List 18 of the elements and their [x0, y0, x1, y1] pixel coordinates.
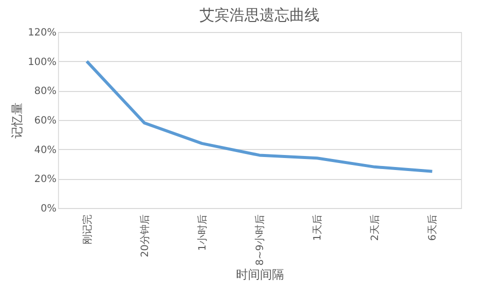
y-tick-label: 80%: [34, 86, 56, 98]
x-tick-label: 6天后: [426, 214, 439, 241]
x-tick-label: 8~9小时后: [254, 214, 266, 266]
x-tick-label: 20分钟后: [138, 214, 151, 258]
y-tick-label: 100%: [28, 56, 56, 68]
x-tick-label: 1小时后: [196, 214, 208, 251]
x-tick-label: 2天后: [369, 214, 382, 241]
chart-title: 艾宾浩思遗忘曲线: [200, 6, 320, 24]
y-tick-label: 0%: [40, 204, 56, 214]
y-tick-label: 120%: [28, 28, 56, 38]
y-tick-label: 20%: [34, 174, 56, 186]
y-tick-label: 60%: [34, 116, 56, 126]
x-tick-label: 1天后: [312, 214, 324, 241]
y-axis-title: 记忆量: [10, 102, 24, 138]
y-tick-label: 40%: [34, 144, 56, 156]
x-axis-title: 时间间隔: [236, 268, 284, 282]
line-series: [85, 60, 434, 173]
x-tick-label: 刚记完: [81, 214, 94, 244]
